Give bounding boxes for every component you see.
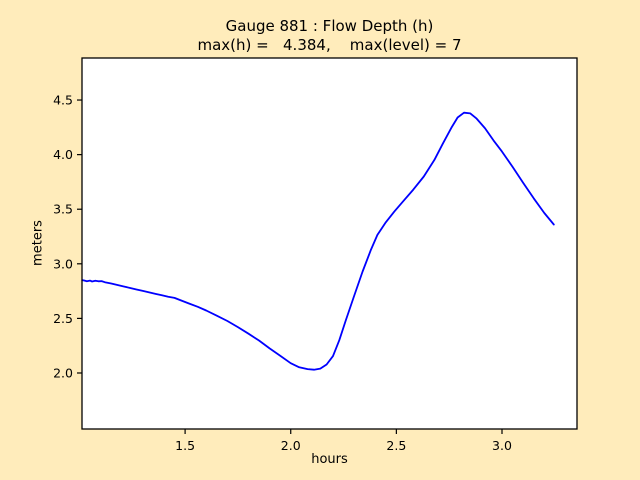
x-tick-label: 2.5: [386, 438, 406, 453]
x-axis-label: hours: [311, 452, 348, 467]
y-tick-label: 2.5: [53, 311, 73, 326]
plot-area-background: [82, 58, 577, 429]
x-tick-label: 1.5: [175, 438, 195, 453]
y-tick-label: 3.5: [53, 202, 73, 217]
chart-title-line1: Gauge 881 : Flow Depth (h): [225, 17, 434, 35]
y-tick-label: 4.5: [53, 93, 73, 108]
chart-title-line2: max(h) = 4.384, max(level) = 7: [197, 36, 462, 54]
chart-title: Gauge 881 : Flow Depth (h) max(h) = 4.38…: [82, 17, 577, 55]
y-axis-label: meters: [30, 220, 46, 266]
axes-frame: [81, 57, 578, 430]
x-tick-label: 3.0: [492, 438, 512, 453]
y-tick-label: 2.0: [53, 365, 73, 380]
y-tick-label: 4.0: [53, 147, 73, 162]
flow-depth-line: [81, 111, 555, 371]
y-tick-label: 3.0: [53, 256, 73, 271]
x-tick-label: 2.0: [281, 438, 301, 453]
